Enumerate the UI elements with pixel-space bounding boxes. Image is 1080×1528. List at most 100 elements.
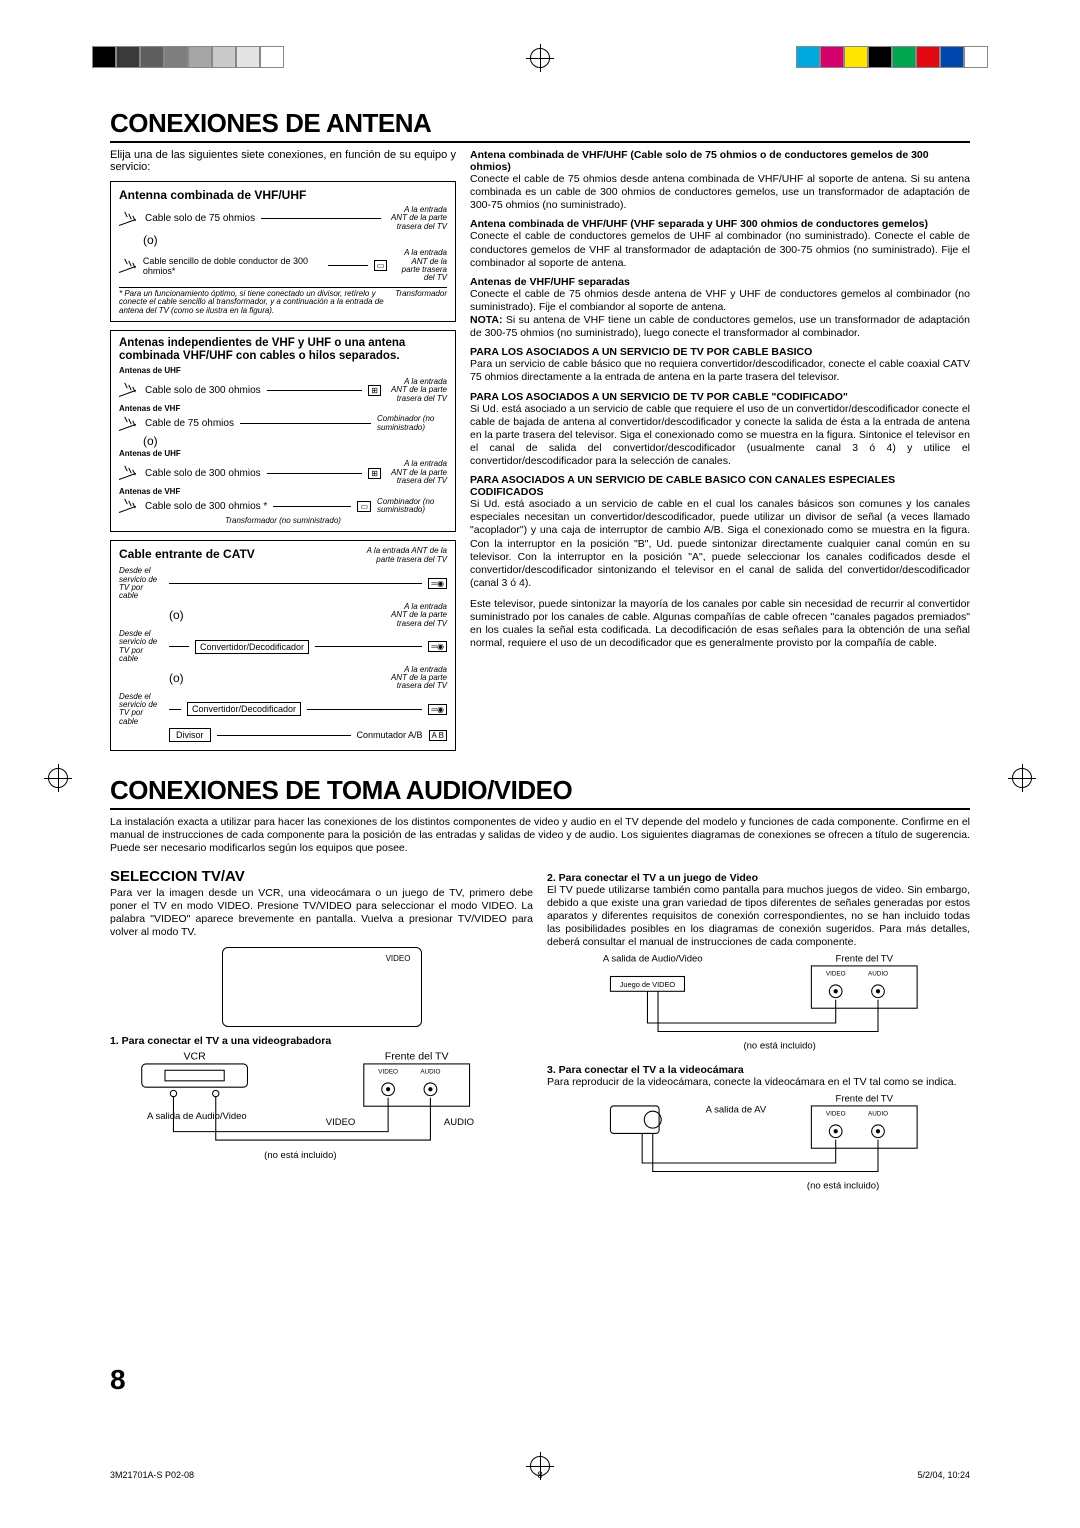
diag1-trans: Transformador bbox=[395, 290, 447, 315]
not-included-label: (no está incluido) bbox=[264, 1150, 336, 1161]
antenna-icon bbox=[119, 417, 139, 431]
camcorder-connection-diagram: A salida de AV Frente del TV VIDEO AUDIO… bbox=[547, 1089, 970, 1195]
diag2-combiner2: Combinador (no suministrado) bbox=[377, 498, 447, 515]
tv-front-label: Frente del TV bbox=[385, 1051, 449, 1063]
diag2-ant-in2: A la entrada ANT de la parte trasera del… bbox=[387, 460, 447, 485]
diag1-cable75: Cable solo de 75 ohmios bbox=[145, 213, 255, 224]
wire-icon bbox=[169, 709, 181, 710]
p3-nota-label: NOTA: bbox=[470, 314, 502, 326]
not-included-g: (no está incluido) bbox=[743, 1041, 815, 1052]
p3-title: Antenas de VHF/UHF separadas bbox=[470, 276, 970, 288]
diag3-or2: (o) bbox=[169, 671, 184, 685]
wire-icon bbox=[240, 423, 371, 424]
antenna-icon bbox=[119, 212, 139, 226]
diag2-combiner: Combinador (no suministrado) bbox=[377, 415, 447, 432]
audio-port-label: AUDIO bbox=[420, 1069, 440, 1076]
p5-title: PARA LOS ASOCIADOS A UN SERVICIO DE TV P… bbox=[470, 391, 970, 403]
diag3-from2: Desde el servicio de TV por cable bbox=[119, 630, 163, 664]
screen-video-label: VIDEO bbox=[386, 954, 411, 963]
diag1-title: Antenna combinada de VHF/UHF bbox=[119, 188, 447, 202]
reg-left bbox=[44, 764, 72, 792]
diag3-ant-in2: A la entrada ANT de la parte trasera del… bbox=[387, 666, 447, 691]
conn1-title: 1. Para conectar el TV a una videograbad… bbox=[110, 1035, 533, 1047]
diag2-cable300c: Cable solo de 300 ohmios * bbox=[145, 501, 267, 512]
connector-icon: ═◉ bbox=[428, 641, 447, 652]
wire-icon bbox=[267, 390, 363, 391]
diag3-ant-in-top: A la entrada ANT de la parte trasera del… bbox=[357, 547, 447, 564]
p3-nota-text: Si su antena de VHF tiene un cable de co… bbox=[470, 314, 970, 339]
wire-icon bbox=[261, 218, 381, 219]
av-out-label: A salida de Audio/Video bbox=[147, 1111, 247, 1122]
diag2-vhf-label: Antenas de VHF bbox=[119, 405, 447, 413]
diag2-uhf-label2: Antenas de UHF bbox=[119, 450, 447, 458]
section2-intro: La instalación exacta a utilizar para ha… bbox=[110, 816, 970, 855]
p3-nota: NOTA: Si su antena de VHF tiene un cable… bbox=[470, 314, 970, 340]
av-out-label-g: A salida de Audio/Video bbox=[603, 954, 703, 965]
diag3-title: Cable entrante de CATV bbox=[119, 547, 255, 561]
antenna-icon bbox=[119, 259, 137, 273]
wire-icon bbox=[307, 709, 422, 710]
colorbar-left bbox=[92, 46, 284, 68]
page-number: 8 bbox=[110, 1364, 126, 1396]
audio-port-cam: AUDIO bbox=[868, 1111, 888, 1118]
game-label: Juego de VIDEO bbox=[620, 980, 676, 989]
p2-title: Antena combinada de VHF/UHF (VHF separad… bbox=[470, 218, 970, 230]
diag2-or: (o) bbox=[143, 434, 158, 448]
section2-title: CONEXIONES DE TOMA AUDIO/VIDEO bbox=[110, 775, 970, 810]
not-included-cam: (no está incluido) bbox=[807, 1181, 879, 1192]
diag1-ant-in: A la entrada ANT de la parte trasera del… bbox=[387, 206, 447, 231]
antenna-icon bbox=[119, 499, 139, 513]
diag2-ant-in: A la entrada ANT de la parte trasera del… bbox=[387, 378, 447, 403]
diag2-uhf-label: Antenas de UHF bbox=[119, 367, 447, 375]
reg-top bbox=[526, 44, 554, 72]
video-port-g: VIDEO bbox=[826, 971, 846, 978]
conn3-body: Para reproducir de la videocámara, conec… bbox=[547, 1076, 970, 1089]
diag3-from1: Desde el servicio de TV por cable bbox=[119, 567, 163, 601]
section1-intro: Elija una de las siguientes siete conexi… bbox=[110, 149, 456, 173]
combiner-icon: ⊞ bbox=[368, 385, 381, 396]
diagram-catv: Cable entrante de CATV A la entrada ANT … bbox=[110, 540, 456, 751]
antenna-icon bbox=[119, 383, 139, 397]
tv-screen-diagram: VIDEO bbox=[222, 947, 422, 1027]
tvav-sub: SELECCION TV/AV bbox=[110, 868, 533, 885]
p3-body: Conecte el cable de 75 ohmios desde ante… bbox=[470, 288, 970, 314]
diag2-title: Antenas independientes de VHF y UHF o un… bbox=[119, 337, 447, 363]
wire-icon bbox=[169, 583, 422, 584]
diag3-from3: Desde el servicio de TV por cable bbox=[119, 693, 163, 727]
diag2-cable75: Cable de 75 ohmios bbox=[145, 418, 234, 429]
converter-box2: Convertidor/Decodificador bbox=[187, 702, 301, 716]
tv-front-g: Frente del TV bbox=[836, 954, 894, 965]
wire-icon bbox=[169, 646, 189, 647]
p4-title: PARA LOS ASOCIADOS A UN SERVICIO DE TV P… bbox=[470, 346, 970, 358]
diag3-switch-label: Conmutador A/B bbox=[357, 730, 423, 740]
wire-icon bbox=[315, 646, 422, 647]
footer-right: 5/2/04, 10:24 bbox=[917, 1470, 970, 1480]
video-wire-label: VIDEO bbox=[326, 1117, 356, 1128]
diag2-trans: Transformador (no suministrado) bbox=[119, 517, 447, 525]
footer: 3M21701A-S P02-08 8 5/2/04, 10:24 bbox=[110, 1470, 970, 1480]
wire-icon bbox=[328, 265, 368, 266]
diag1-cable300: Cable sencillo de doble conductor de 300… bbox=[143, 256, 322, 276]
colorbar-right bbox=[796, 46, 988, 68]
footer-mid: 8 bbox=[537, 1470, 542, 1480]
video-port-label: VIDEO bbox=[378, 1069, 398, 1076]
connector-icon: ═◉ bbox=[428, 704, 447, 715]
divisor-box: Divisor bbox=[169, 728, 211, 742]
diag1-or: (o) bbox=[143, 233, 158, 247]
transformer-icon: ▭ bbox=[374, 260, 388, 271]
vcr-connection-diagram: VCR Frente del TV VIDEO AUDIO A salida d… bbox=[110, 1047, 533, 1174]
converter-box: Convertidor/Decodificador bbox=[195, 640, 309, 654]
ab-switch-icon: A B bbox=[429, 730, 447, 741]
conn2-body: El TV puede utilizarse también como pant… bbox=[547, 884, 970, 950]
footer-left: 3M21701A-S P02-08 bbox=[110, 1470, 194, 1480]
video-port-cam: VIDEO bbox=[826, 1111, 846, 1118]
reg-right bbox=[1008, 764, 1036, 792]
audio-wire-label: AUDIO bbox=[444, 1117, 474, 1128]
diag1-footnote: * Para un funcionamiento óptimo, si tien… bbox=[119, 290, 389, 315]
p1-title: Antena combinada de VHF/UHF (Cable solo … bbox=[470, 149, 970, 173]
antenna-icon bbox=[119, 466, 139, 480]
p1-body: Conecte el cable de 75 ohmios desde ante… bbox=[470, 173, 970, 212]
transformer-icon: ▭ bbox=[357, 501, 371, 512]
diag1-ant-in2: A la entrada ANT de la parte trasera del… bbox=[393, 249, 447, 283]
conn2-title: 2. Para conectar el TV a un juego de Vid… bbox=[547, 872, 970, 884]
